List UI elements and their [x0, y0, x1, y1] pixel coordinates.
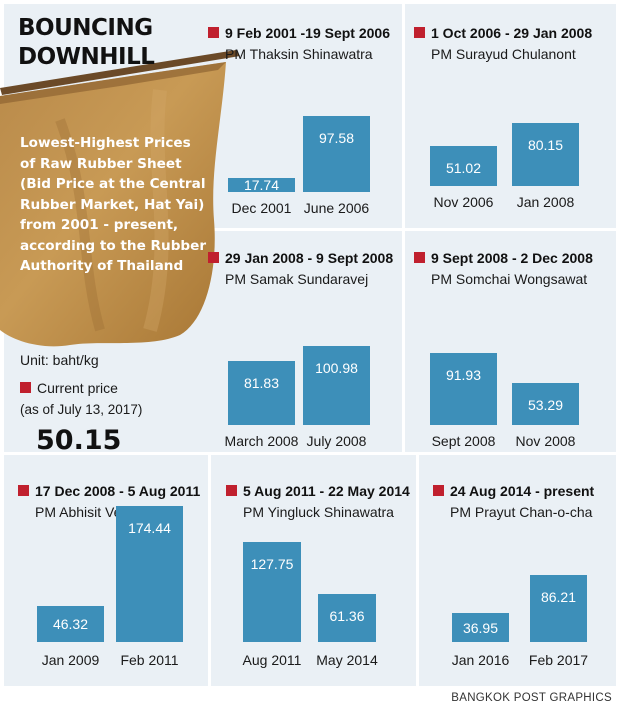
- current-price-date: (as of July 13, 2017): [20, 402, 143, 417]
- rubber-sheet-illustration: [0, 50, 240, 347]
- period-title: 29 Jan 2008 - 9 Sept 2008: [208, 250, 393, 266]
- divider-vertical-bottom-2: [416, 455, 419, 686]
- bar: [303, 116, 370, 192]
- bar: [228, 178, 295, 192]
- bar: [116, 506, 183, 642]
- period-title-text: 9 Feb 2001 -19 Sept 2006: [225, 25, 390, 41]
- bar: [318, 594, 376, 642]
- red-square-icon: [433, 485, 444, 496]
- period-title: 24 Aug 2014 - present: [433, 483, 594, 499]
- prime-minister-name: PM Somchai Wongsawat: [431, 271, 588, 287]
- current-price-value: 50.15: [36, 425, 122, 456]
- title-line-1: BOUNCING: [18, 15, 153, 41]
- bar: [530, 575, 587, 642]
- period-title-text: 29 Jan 2008 - 9 Sept 2008: [225, 250, 394, 266]
- bar-value-label: 80.15: [527, 137, 564, 153]
- period-title-text: 17 Dec 2008 - 5 Aug 2011: [35, 483, 201, 499]
- divider-horizontal-top: [200, 228, 616, 231]
- red-square-icon: [18, 485, 29, 496]
- prime-minister-name: PM Yingluck Shinawatra: [243, 504, 394, 520]
- red-square-icon: [208, 252, 219, 263]
- bar-value-label: 61.36: [329, 608, 365, 624]
- category-label: Nov 2008: [515, 433, 576, 449]
- chart-description: Lowest-Highest Prices of Raw Rubber Shee…: [20, 135, 207, 274]
- graphics-credit: BANGKOK POST GRAPHICS: [451, 692, 612, 704]
- red-square-icon: [208, 27, 219, 38]
- bar-value-label: 53.29: [527, 397, 564, 413]
- period-title-text: 9 Sept 2008 - 2 Dec 2008: [431, 250, 593, 266]
- period-title-text: 24 Aug 2014 - present: [450, 483, 595, 499]
- bar-value-label: 81.83: [243, 375, 280, 391]
- category-label: July 2008: [306, 433, 367, 449]
- category-label: Feb 2017: [528, 652, 589, 668]
- period-title: 9 Feb 2001 -19 Sept 2006: [208, 25, 390, 41]
- category-label: Dec 2001: [231, 200, 292, 216]
- bar: [512, 383, 579, 425]
- period-title: 9 Sept 2008 - 2 Dec 2008: [414, 250, 593, 266]
- category-label: Jan 2008: [516, 194, 575, 210]
- category-label: Nov 2006: [433, 194, 494, 210]
- title-line-2: DOWNHILL: [18, 44, 155, 70]
- prime-minister-name: PM Thaksin Shinawatra: [225, 46, 373, 62]
- prime-minister-name: PM Surayud Chulanont: [431, 46, 576, 62]
- category-label: Aug 2011: [242, 652, 302, 668]
- bar-value-label: 17.74: [243, 177, 280, 193]
- period-title-text: 5 Aug 2011 - 22 May 2014: [243, 483, 410, 499]
- bar: [37, 606, 104, 642]
- bar: [430, 353, 497, 425]
- red-square-icon: [226, 485, 237, 496]
- current-price-label: Current price: [20, 380, 118, 396]
- divider-horizontal-bottom: [4, 452, 616, 455]
- category-label: May 2014: [316, 652, 378, 668]
- bar-value-label: 86.21: [540, 589, 577, 605]
- category-label: Jan 2016: [451, 652, 510, 668]
- bar: [228, 361, 295, 425]
- current-price-text: Current price: [37, 380, 118, 396]
- prime-minister-name: PM Prayut Chan-o-cha: [450, 504, 593, 520]
- category-label: Feb 2011: [120, 652, 179, 668]
- red-square-icon: [20, 382, 31, 393]
- bar: [512, 123, 579, 186]
- bar: [452, 613, 509, 642]
- bar-value-label: 51.02: [445, 160, 482, 176]
- period-title-text: 1 Oct 2006 - 29 Jan 2008: [431, 25, 593, 41]
- main-title: BOUNCING DOWNHILL: [18, 14, 155, 72]
- bar: [430, 146, 497, 186]
- bar-value-label: 100.98: [315, 360, 358, 376]
- category-label: Sept 2008: [431, 433, 496, 449]
- bar-value-label: 36.95: [462, 619, 499, 636]
- red-square-icon: [414, 27, 425, 38]
- category-label: June 2006: [303, 200, 370, 216]
- bar-value-label: 97.58: [318, 130, 355, 146]
- bar-value-label: 46.32: [52, 616, 89, 632]
- bar-value-label: 127.75: [250, 556, 294, 572]
- bar: [243, 542, 301, 642]
- bar: [303, 346, 370, 425]
- period-title: 1 Oct 2006 - 29 Jan 2008: [414, 25, 592, 41]
- red-square-icon: [414, 252, 425, 263]
- bar-value-label: 91.93: [445, 367, 482, 383]
- period-title: 5 Aug 2011 - 22 May 2014: [226, 483, 410, 499]
- bar-value-label: 174.44: [128, 520, 171, 536]
- unit-label: Unit: baht/kg: [20, 352, 99, 368]
- period-title: 17 Dec 2008 - 5 Aug 2011: [18, 483, 200, 499]
- category-label: March 2008: [224, 433, 299, 449]
- category-label: Jan 2009: [41, 652, 100, 668]
- divider-vertical-bottom-1: [208, 455, 211, 686]
- prime-minister-name: PM Samak Sundaravej: [225, 271, 369, 287]
